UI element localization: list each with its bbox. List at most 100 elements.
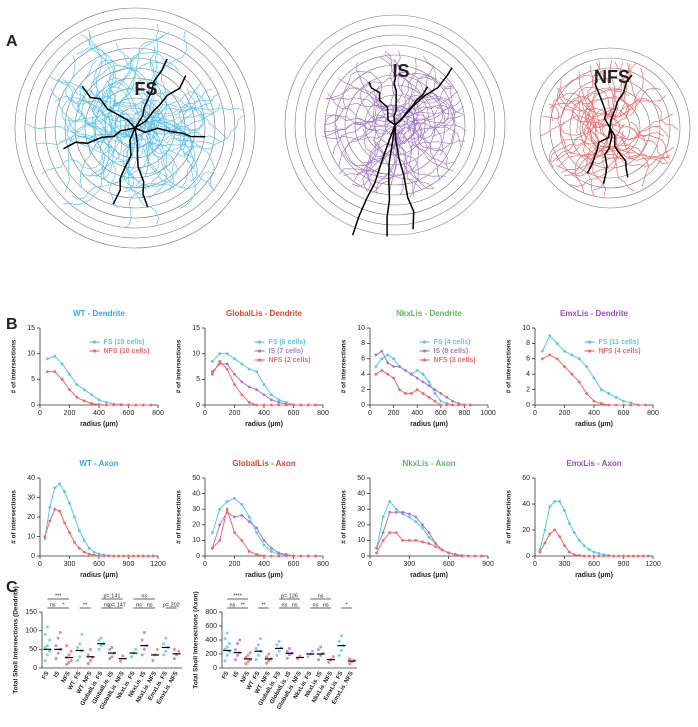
data-point [298,654,302,658]
y-tick-label: 8 [526,340,530,347]
chart-title: EmxLis - Dendrite [560,309,629,318]
y-tick-label: 0 [196,402,200,409]
axon-trace [410,140,466,147]
axon-trace [561,146,598,173]
sig-label: ns [281,602,287,608]
data-point [592,554,596,558]
data-point [218,539,222,542]
data-point [555,342,559,345]
y-tick-label: 4 [526,371,530,378]
data-point [388,500,392,503]
axon-trace [564,135,626,176]
series-line [211,497,316,557]
data-point [210,531,214,534]
sig-label: ns [313,602,319,608]
axon-trace [88,108,157,155]
sig-label: * [62,602,65,608]
data-point [447,551,451,555]
data-point [233,658,237,662]
data-point [151,554,155,558]
data-point [112,554,116,558]
axon-trace [600,146,635,192]
data-point [641,554,645,558]
data-point [97,552,101,556]
data-point [374,365,378,368]
data-point [141,554,145,558]
data-point [255,388,259,391]
x-axis-label: radius (µm) [80,572,118,579]
axon-trace [41,145,112,175]
data-point [262,539,266,542]
data-point [142,647,146,651]
y-tick-label: 0 [361,402,365,409]
data-point [48,649,52,653]
data-point [269,403,273,407]
legend-label: IS (8 cells) [434,348,469,355]
data-point [555,357,559,361]
x-tick-label: 600 [443,561,455,568]
y-tick-label: 40 [27,475,35,482]
x-tick-label: 200 [229,410,241,417]
x-tick-label: FS [41,671,50,681]
x-tick-label: 800 [317,561,329,568]
data-point [540,357,544,361]
data-point [427,380,431,384]
axon-trace [615,146,650,187]
axon-trace [343,119,378,177]
data-point [227,642,231,645]
sholl-ring [284,14,506,236]
axon-trace [585,121,647,166]
data-point [548,505,552,508]
data-point [45,370,49,374]
axon-trace [88,33,117,105]
data-point [223,637,227,641]
y-tick-label: 400 [205,637,217,644]
data-point [277,649,281,653]
axon-trace [149,31,188,106]
axon-trace [77,124,135,177]
data-point [247,549,251,553]
data-point [433,399,437,403]
data-point [149,403,153,407]
x-tick-label: 200 [229,561,241,568]
axon-trace [407,75,454,113]
data-point [210,359,214,363]
sig-label: ns [323,602,329,608]
y-tick-label: 20 [357,522,365,529]
x-tick-label: 400 [258,561,270,568]
data-point [407,515,411,519]
axon-trace [609,59,625,137]
axon-trace [127,113,214,148]
data-point [374,372,378,376]
data-point [548,353,552,357]
data-point [155,647,159,651]
sig-label: ** [241,602,246,608]
x-tick-label: 600 [93,561,105,568]
x-tick-label: 900 [482,561,494,568]
legend-marker [257,340,262,344]
legend-label: FS (19 cells) [104,339,145,346]
axon-trace [26,123,111,133]
x-tick-label: 600 [288,410,300,417]
axon-trace [571,89,621,128]
data-point [177,649,181,653]
axon-trace [90,64,149,102]
axon-trace [144,99,227,138]
sig-label: ns [318,593,324,599]
series-line [211,511,316,557]
y-axis-label: # of intersections [506,490,513,544]
data-point [392,357,395,361]
data-point [108,647,112,651]
data-point [277,639,281,643]
y-tick-label: 20 [27,514,35,521]
data-point [236,642,240,645]
y-tick-label: 10 [357,325,365,332]
data-point [453,553,457,556]
dendrite-trace [609,74,633,129]
data-point [107,554,111,558]
axon-trace [625,67,644,119]
data-point [572,553,576,557]
data-point [563,509,566,512]
data-point [129,655,133,659]
sig-label: *** [55,593,62,599]
